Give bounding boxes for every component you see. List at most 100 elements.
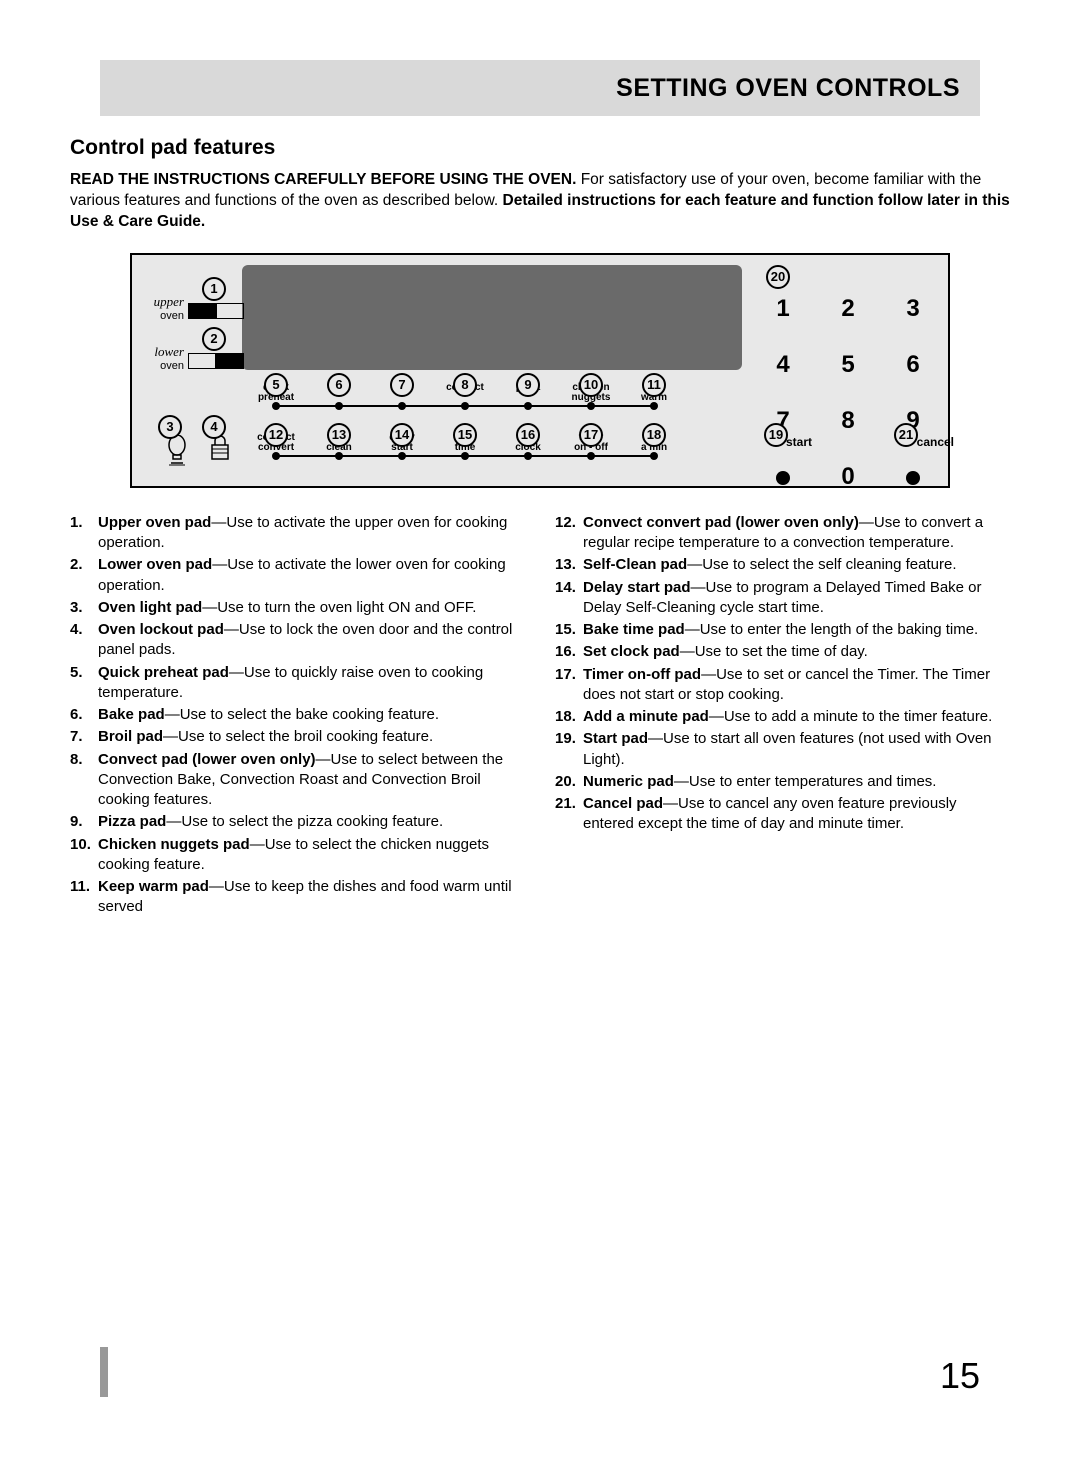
intro-bold-1: READ THE INSTRUCTIONS CAREFULLY BEFORE U… (70, 171, 576, 188)
feature-name: Quick preheat pad (98, 664, 229, 681)
feature-desc: —Use to select the self cleaning feature… (687, 556, 956, 573)
marker-2: 2 (202, 327, 226, 351)
control-dot (335, 402, 343, 410)
key-0: 0 (833, 463, 863, 491)
feature-desc: —Use to turn the oven light ON and OFF. (202, 599, 476, 616)
feature-item: Convect pad (lower oven only)—Use to sel… (70, 750, 525, 811)
feature-item: Bake pad—Use to select the bake cooking … (70, 705, 525, 725)
lower-oven-indicator (188, 353, 216, 369)
feature-name: Chicken nuggets pad (98, 836, 250, 853)
feature-name: Timer on-off pad (583, 666, 701, 683)
upper-oven-indicator-2 (216, 303, 244, 319)
feature-name: Add a minute pad (583, 708, 709, 725)
feature-name: Set clock pad (583, 643, 680, 660)
feature-item: Broil pad—Use to select the broil cookin… (70, 727, 525, 747)
feature-name: Pizza pad (98, 813, 166, 830)
key-5: 5 (833, 351, 863, 379)
control-dot (335, 452, 343, 460)
control-dot (524, 402, 532, 410)
page-number: 15 (940, 1355, 980, 1397)
control-dot (272, 402, 280, 410)
marker-13: 13 (327, 423, 351, 447)
feature-item: Upper oven pad—Use to activate the upper… (70, 513, 525, 554)
upper-oven-label: upperoven (142, 295, 184, 322)
feature-name: Lower oven pad (98, 556, 212, 573)
control-dot (461, 452, 469, 460)
subheading: Control pad features (70, 136, 1010, 160)
marker-5: 5 (264, 373, 288, 397)
feature-columns: Upper oven pad—Use to activate the upper… (70, 513, 1010, 920)
numeric-keypad: 1 2 3 4 5 6 7 8 9 0 (768, 295, 928, 519)
marker-16: 16 (516, 423, 540, 447)
control-dot (650, 452, 658, 460)
marker-3: 3 (158, 415, 182, 439)
feature-name: Start pad (583, 730, 648, 747)
key-2: 2 (833, 295, 863, 323)
marker-6: 6 (327, 373, 351, 397)
feature-item: Keep warm pad—Use to keep the dishes and… (70, 877, 525, 918)
marker-7: 7 (390, 373, 414, 397)
feature-name: Numeric pad (583, 773, 674, 790)
feature-item: Numeric pad—Use to enter temperatures an… (555, 772, 1010, 792)
control-dot (524, 452, 532, 460)
feature-item: Chicken nuggets pad—Use to select the ch… (70, 835, 525, 876)
marker-9: 9 (516, 373, 540, 397)
control-panel-diagram: upperoven loweroven (130, 253, 950, 488)
page-title: SETTING OVEN CONTROLS (616, 74, 960, 103)
feature-desc: —Use to set the time of day. (680, 643, 868, 660)
feature-name: Oven light pad (98, 599, 202, 616)
control-dot (272, 452, 280, 460)
marker-11: 11 (642, 373, 666, 397)
label-cancel: cancel (917, 435, 954, 449)
key-8: 8 (833, 407, 863, 435)
oven-display (242, 265, 742, 370)
marker-1: 1 (202, 277, 226, 301)
lower-oven-label: loweroven (142, 345, 184, 372)
feature-desc: —Use to select the bake cooking feature. (165, 706, 439, 723)
marker-21: 21 (894, 423, 918, 447)
footer-accent (100, 1347, 108, 1397)
feature-item: Start pad—Use to start all oven features… (555, 729, 1010, 770)
feature-name: Convect convert pad (lower oven only) (583, 514, 859, 531)
feature-desc: —Use to enter the length of the baking t… (685, 621, 979, 638)
feature-item: Self-Clean pad—Use to select the self cl… (555, 555, 1010, 575)
key-6: 6 (898, 351, 928, 379)
feature-name: Oven lockout pad (98, 621, 224, 638)
control-dot (650, 402, 658, 410)
marker-12: 12 (264, 423, 288, 447)
control-dot (398, 402, 406, 410)
marker-15: 15 (453, 423, 477, 447)
control-dot (398, 452, 406, 460)
feature-item: Oven light pad—Use to turn the oven ligh… (70, 598, 525, 618)
feature-item: Cancel pad—Use to cancel any oven featur… (555, 794, 1010, 835)
marker-17: 17 (579, 423, 603, 447)
feature-item: Delay start pad—Use to program a Delayed… (555, 578, 1010, 619)
marker-18: 18 (642, 423, 666, 447)
key-1: 1 (768, 295, 798, 323)
feature-name: Convect pad (lower oven only) (98, 751, 316, 768)
feature-item: Set clock pad—Use to set the time of day… (555, 642, 1010, 662)
feature-item: Quick preheat pad—Use to quickly raise o… (70, 663, 525, 704)
feature-name: Bake time pad (583, 621, 685, 638)
feature-desc: —Use to select the broil cooking feature… (163, 728, 433, 745)
control-dot (461, 402, 469, 410)
right-column: Convect convert pad (lower oven only) —Us… (555, 513, 1010, 920)
marker-4: 4 (202, 415, 226, 439)
left-column: Upper oven pad—Use to activate the upper… (70, 513, 525, 920)
intro-paragraph: READ THE INSTRUCTIONS CAREFULLY BEFORE U… (70, 170, 1010, 233)
feature-item: Oven lockout pad—Use to lock the oven do… (70, 620, 525, 661)
lightbulb-icon (166, 435, 188, 467)
control-dot (587, 402, 595, 410)
feature-name: Self-Clean pad (583, 556, 687, 573)
feature-name: Upper oven pad (98, 514, 211, 531)
marker-8: 8 (453, 373, 477, 397)
key-start (768, 463, 798, 491)
content: Control pad features READ THE INSTRUCTIO… (0, 116, 1080, 920)
feature-item: Convect convert pad (lower oven only)—Us… (555, 513, 1010, 554)
key-cancel (898, 463, 928, 491)
diagram-container: upperoven loweroven (70, 253, 1010, 488)
feature-name: Keep warm pad (98, 878, 209, 895)
feature-name: Bake pad (98, 706, 165, 723)
feature-desc: —Use to add a minute to the timer featur… (709, 708, 992, 725)
feature-item: Bake time pad—Use to enter the length of… (555, 620, 1010, 640)
